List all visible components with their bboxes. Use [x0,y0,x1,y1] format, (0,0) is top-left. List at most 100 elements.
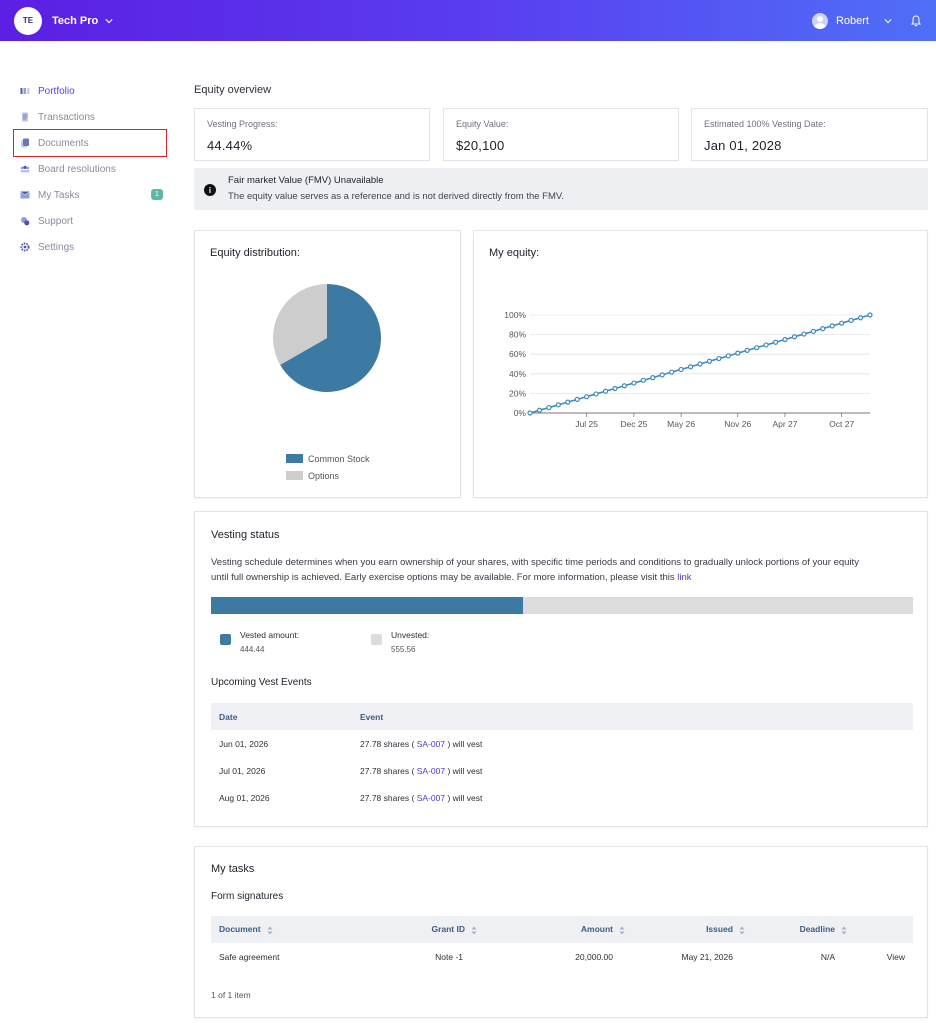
vest-events-title: Upcoming Vest Events [211,677,312,688]
equity-data-point[interactable] [527,410,533,416]
user-avatar-icon[interactable] [811,12,828,29]
notice-title: Fair market Value (FMV) Unavailable [228,175,384,186]
column-header-label: Document [219,924,261,935]
equity-data-point[interactable] [565,399,571,405]
equity-data-point[interactable] [810,328,816,334]
sort-icon[interactable] [471,926,477,935]
equity-data-point[interactable] [791,334,798,340]
sort-icon[interactable] [267,926,273,935]
distribution-title: Equity distribution: [210,247,300,259]
equity-data-point[interactable] [621,383,628,389]
unvested-key: Unvested: 555.56 [371,630,429,654]
equity-data-point[interactable] [640,377,646,383]
x-tick-label: Dec 25 [620,419,647,429]
column-header-event[interactable]: Event [352,703,913,730]
equity-data-point[interactable] [763,342,769,348]
equity-data-point[interactable] [697,361,703,367]
equity-data-point[interactable] [839,320,845,326]
equity-distribution-card: Equity distribution: Common Stock Option… [194,230,461,498]
column-header-deadline[interactable]: Deadline [759,916,855,943]
task-amount: 20,000.00 [575,951,613,962]
equity-data-point[interactable] [867,312,873,318]
sidebar-item-support[interactable]: Support [14,208,166,234]
sidebar-item-transactions[interactable]: Transactions [14,104,166,130]
chevron-down-icon[interactable] [105,17,113,25]
equity-data-point[interactable] [631,380,637,386]
x-tick-label: May 26 [667,419,695,429]
sort-icon[interactable] [619,926,625,935]
equity-data-point[interactable] [706,358,713,364]
sidebar-item-my-tasks[interactable]: My Tasks 1 [14,182,166,208]
equity-data-point[interactable] [716,355,722,362]
equity-data-point[interactable] [555,402,561,408]
org-avatar[interactable]: TE [14,6,42,35]
event-text: 27.78 shares ( [360,765,415,776]
event-description: 27.78 shares ( SA-007 ) will vest [352,730,913,757]
column-header-grant-id[interactable]: Grant ID [371,916,497,943]
x-tick-label: Nov 26 [724,419,751,429]
table-row: Safe agreement Note -1 20,000.00 May 21,… [211,943,913,970]
equity-data-point[interactable] [848,317,854,324]
equity-data-point[interactable] [650,375,656,381]
equity-data-point[interactable] [593,391,599,397]
board-icon [20,165,30,173]
sidebar-item-documents[interactable]: Documents [13,129,167,157]
equity-data-point[interactable] [725,353,731,359]
legend-item-options[interactable]: Options [286,467,370,484]
equity-data-point[interactable] [829,323,835,329]
user-menu-chevron-icon[interactable] [884,17,892,25]
pie-chart [273,284,381,392]
event-text: ) will vest [447,738,483,749]
equity-data-point[interactable] [584,394,590,400]
column-header-issued[interactable]: Issued [639,916,759,943]
task-view-link[interactable]: View [886,951,905,962]
equity-data-point[interactable] [744,347,750,353]
legend-label: Common Stock [308,453,370,464]
sidebar-item-label: Board resolutions [38,163,116,175]
column-header-document[interactable]: Document [211,916,371,943]
equity-data-point[interactable] [687,364,694,370]
equity-data-point[interactable] [574,396,580,402]
vesting-progress-bar [211,597,913,614]
equity-data-point[interactable] [669,369,675,375]
sidebar-item-label: Transactions [38,111,95,123]
grant-link[interactable]: SA-007 [416,765,446,776]
column-header-amount[interactable]: Amount [497,916,639,943]
vested-swatch [220,634,231,645]
org-name[interactable]: Tech Pro [52,14,99,27]
vesting-title: Vesting status [211,529,280,541]
equity-data-point[interactable] [612,385,618,392]
equity-data-point[interactable] [754,345,760,351]
grant-link[interactable]: SA-007 [416,738,446,749]
grant-link[interactable]: SA-007 [416,792,446,803]
equity-data-point[interactable] [857,315,864,321]
page-title: Equity overview [194,84,272,96]
equity-data-point[interactable] [782,336,788,343]
bell-icon[interactable] [910,14,922,27]
equity-data-point[interactable] [602,388,609,394]
sidebar-item-settings[interactable]: Settings [14,234,166,260]
y-tick-label: 100% [504,310,526,320]
pie-slice-common-stock[interactable] [280,284,381,392]
equity-data-point[interactable] [678,366,684,373]
equity-data-point[interactable] [659,372,665,378]
equity-value-card: Equity Value: $20,100 [443,108,679,161]
sidebar-item-board-resolutions[interactable]: Board resolutions [14,156,166,182]
sidebar-item-portfolio[interactable]: Portfolio [14,78,166,104]
equity-data-point[interactable] [820,326,826,332]
table-row: Jun 01, 2026 27.78 shares ( SA-007 ) wil… [211,730,913,757]
column-header-date[interactable]: Date [211,703,352,730]
equity-data-point[interactable] [536,407,543,413]
equity-data-point[interactable] [772,339,779,345]
y-tick-label: 20% [509,388,526,398]
sort-icon[interactable] [739,926,745,935]
equity-data-point[interactable] [801,331,807,337]
equity-data-point[interactable] [546,404,552,411]
vesting-info-link[interactable]: link [677,571,692,583]
user-name[interactable]: Robert [835,14,869,27]
pie-slice-options[interactable] [273,284,327,365]
equity-data-point[interactable] [735,350,741,356]
sort-icon[interactable] [841,926,847,935]
legend-item-common-stock[interactable]: Common Stock [286,450,370,467]
stat-label: Estimated 100% Vesting Date: [704,119,826,129]
